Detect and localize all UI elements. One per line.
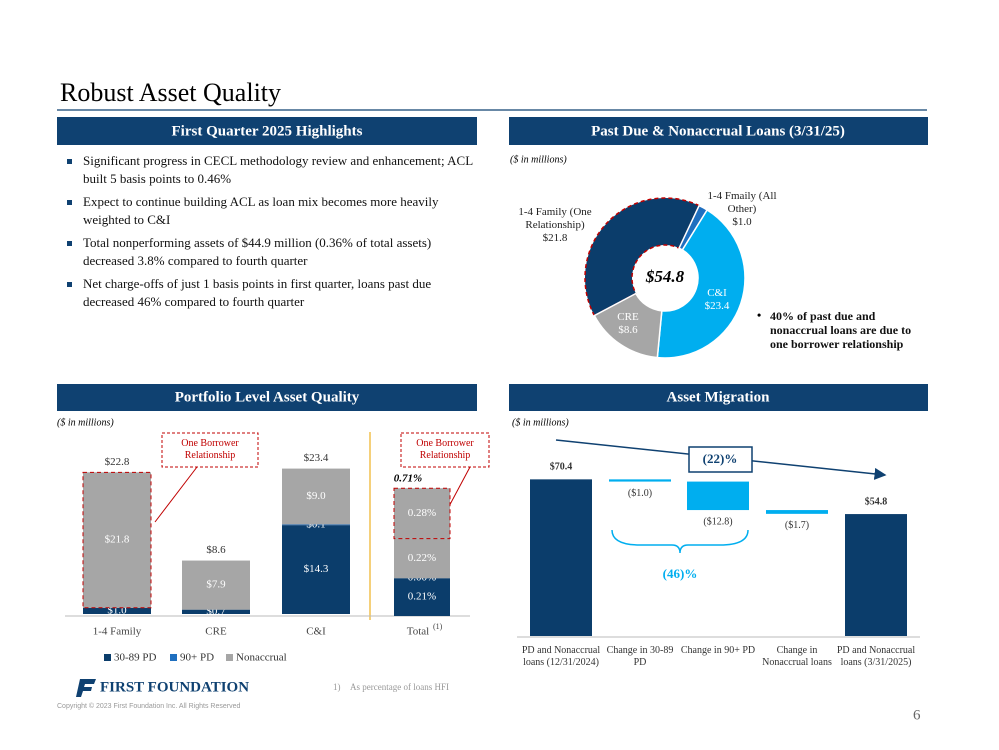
waterfall-bar xyxy=(687,481,749,511)
overall-change: (22)% xyxy=(703,451,738,466)
section-header: Portfolio Level Asset Quality xyxy=(175,389,360,405)
bar-total-label: $23.4 xyxy=(304,452,329,464)
bar-segment xyxy=(282,525,350,614)
bar-segment xyxy=(182,560,250,610)
bar-value-label: $21.8 xyxy=(105,534,130,546)
legend-label: Nonaccrual xyxy=(236,652,287,664)
bar-total-label: $22.8 xyxy=(105,456,130,468)
legend-label: 30-89 PD xyxy=(114,652,157,664)
bar-segment xyxy=(82,471,152,609)
bar-value-label: 0.28% xyxy=(408,507,436,519)
bar-segment xyxy=(282,524,350,526)
waterfall-bar xyxy=(609,479,671,482)
annotation: One Borrower Relationship xyxy=(416,438,474,461)
x-tick-label: Change in 30-89 PD xyxy=(606,645,674,668)
bar-value-label: 0.21% xyxy=(408,591,436,603)
change-box xyxy=(688,446,753,473)
donut-slice xyxy=(584,197,701,317)
bar-segment xyxy=(282,468,350,525)
bar-segment xyxy=(182,609,250,614)
waterfall-bar xyxy=(845,514,907,636)
annotation-arrow xyxy=(154,466,198,523)
bar-value-label: $54.8 xyxy=(865,496,888,507)
section-header: First Quarter 2025 Highlights xyxy=(172,123,363,139)
slice-value: $21.8 xyxy=(542,232,568,244)
slice-value: $8.6 xyxy=(618,324,638,336)
note-bullet: • xyxy=(757,308,761,322)
section-header-bg xyxy=(57,384,477,411)
bar-value-label: $14.3 xyxy=(304,563,329,575)
waterfall-bar xyxy=(530,479,592,636)
donut-center: $54.8 xyxy=(645,267,685,286)
bullet: Expect to continue building ACL as loan … xyxy=(67,193,475,229)
slice-value: $23.4 xyxy=(704,300,730,312)
legend-swatch xyxy=(104,654,111,661)
x-tick-label: CRE xyxy=(205,626,227,638)
units-note: ($ in millions) xyxy=(512,417,569,428)
bullet: Total nonperforming assets of $44.9 mill… xyxy=(67,234,475,270)
section-header-bg xyxy=(509,117,928,145)
bar-value-label: ($1.7) xyxy=(785,520,809,531)
slice-label: 1-4 Fmaily (All Other) xyxy=(707,190,777,215)
annotation-box xyxy=(161,432,259,468)
copyright: Copyright © 2023 First Foundation Inc. A… xyxy=(57,702,240,710)
section-header: Asset Migration xyxy=(667,389,771,405)
slide-title: Robust Asset Quality xyxy=(60,78,281,107)
section-header-bg xyxy=(57,117,477,145)
units-note: ($ in millions) xyxy=(57,417,114,428)
x-tick-label: PD and Nonaccrual loans (12/31/2024) xyxy=(521,645,601,668)
x-tick-label: 1-4 Family xyxy=(93,626,142,638)
slice-value: $1.0 xyxy=(732,216,752,228)
annotation: One Borrower Relationship xyxy=(181,438,239,461)
footnote: As percentage of loans HFI xyxy=(350,682,449,692)
annotation-box xyxy=(400,432,490,468)
legend-swatch xyxy=(226,654,233,661)
waterfall-bar xyxy=(766,510,828,514)
units-note: ($ in millions) xyxy=(510,154,567,165)
legend-swatch xyxy=(170,654,177,661)
brace xyxy=(611,529,749,554)
section-header: Past Due & Nonaccrual Loans (3/31/25) xyxy=(591,123,845,139)
logo: FIRST FOUNDATION xyxy=(100,679,249,695)
bar-segment xyxy=(394,538,450,579)
slice-label: 1-4 Family (One Relationship) xyxy=(518,206,592,231)
bullet: Significant progress in CECL methodology… xyxy=(67,152,475,188)
logo-icon xyxy=(76,679,96,697)
bullet: Net charge-offs of just 1 basis points i… xyxy=(67,275,475,311)
bar-value-label: ($12.8) xyxy=(703,516,732,527)
bullet-list: Significant progress in CECL methodology… xyxy=(67,152,475,316)
x-tick-label: Total xyxy=(407,626,429,638)
bar-segment xyxy=(83,607,151,614)
donut-slice xyxy=(593,292,663,359)
footnote-ref: (1) xyxy=(433,622,443,631)
bar-segment xyxy=(393,487,451,540)
legend-label: 90+ PD xyxy=(180,652,214,664)
bar-value-label: ($1.0) xyxy=(628,488,652,499)
x-tick-label: PD and Nonaccrual loans (3/31/2025) xyxy=(836,645,916,668)
x-tick-label: Change in 90+ PD xyxy=(680,645,756,656)
bar-value-label: $7.9 xyxy=(206,579,226,591)
x-tick-label: C&I xyxy=(306,626,326,638)
donut-note: 40% of past due and nonaccrual loans are… xyxy=(770,309,912,351)
x-tick-label: Change in Nonaccrual loans xyxy=(762,645,832,668)
slice-label: C&I xyxy=(707,287,727,299)
bar-value-label: 0.22% xyxy=(408,552,436,564)
bar-total-label: 0.71% xyxy=(394,473,422,485)
donut-slice xyxy=(656,208,746,359)
section-header-bg xyxy=(509,384,928,411)
changes-label: (46)% xyxy=(663,566,698,581)
footnote-marker: 1) xyxy=(333,682,341,692)
bar-segment xyxy=(394,578,450,616)
bar-value-label: $70.4 xyxy=(550,462,573,473)
page-number: 6 xyxy=(913,707,921,723)
bar-total-label: $8.6 xyxy=(206,544,226,556)
slice-label: CRE xyxy=(617,311,639,323)
bar-value-label: $9.0 xyxy=(306,490,326,502)
